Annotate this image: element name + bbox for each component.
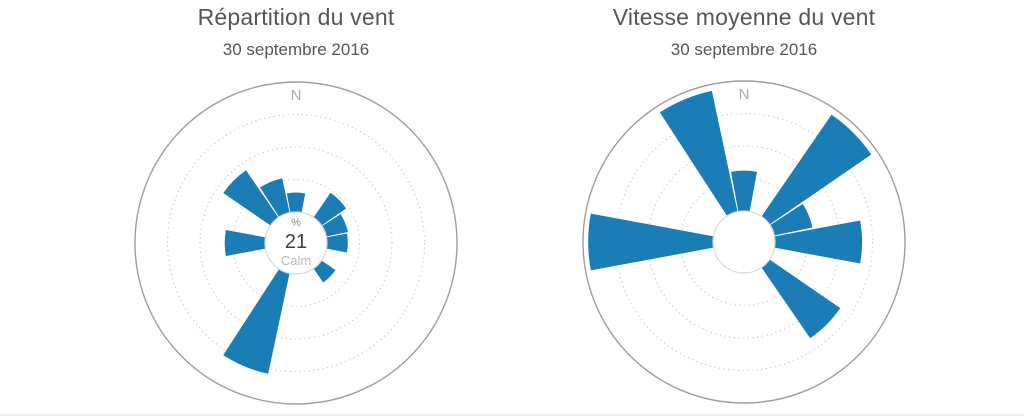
wind-sector-NNW xyxy=(260,178,290,217)
wind-sector-SE xyxy=(313,260,336,283)
calm-percent-sign: % xyxy=(291,217,301,229)
bottom-divider xyxy=(0,414,1024,416)
chart-subtitle: 30 septembre 2016 xyxy=(222,40,370,59)
chart-subtitle: 30 septembre 2016 xyxy=(670,40,818,59)
calm-hub-circle xyxy=(712,210,776,274)
wind-sector-SE xyxy=(761,259,841,339)
grid-ring-dotted xyxy=(166,113,426,373)
wind-sector-N xyxy=(731,170,757,212)
wind-sector-ENE xyxy=(770,203,813,236)
wind-distribution-section: Répartition du vent 30 septembre 2016 N%… xyxy=(126,0,466,416)
north-label: N xyxy=(291,87,302,104)
wind-sector-ENE xyxy=(322,214,348,237)
chart-title: Vitesse moyenne du vent xyxy=(612,4,876,30)
calm-label: Calm xyxy=(281,253,311,268)
grid-ring-outer xyxy=(582,80,906,404)
wind-sector-SSW xyxy=(223,269,290,374)
north-label: N xyxy=(739,86,750,103)
grid-ring-dotted xyxy=(231,178,361,308)
grid-ring-outer xyxy=(134,81,458,405)
wind-sector-NW xyxy=(223,170,279,226)
wind-sector-W xyxy=(224,230,266,256)
chart-title: Répartition du vent xyxy=(197,4,395,30)
grid-ring-dotted xyxy=(199,146,393,340)
wind-rose-plot-speed: N xyxy=(582,80,906,404)
wind-sector-E xyxy=(774,220,863,264)
wind-sector-NE xyxy=(313,192,347,226)
calm-hub-circle xyxy=(264,211,328,275)
calm-percent-value: 21 xyxy=(285,231,307,253)
wind-sector-N xyxy=(286,192,306,213)
grid-ring-dotted xyxy=(614,112,874,372)
wind-sector-W xyxy=(588,213,714,271)
wind-sector-NE xyxy=(761,114,872,225)
wind-sector-E xyxy=(326,233,348,253)
wind-speed-section: Vitesse moyenne du vent 30 septembre 201… xyxy=(574,0,914,416)
wind-sector-NNW xyxy=(659,90,738,216)
